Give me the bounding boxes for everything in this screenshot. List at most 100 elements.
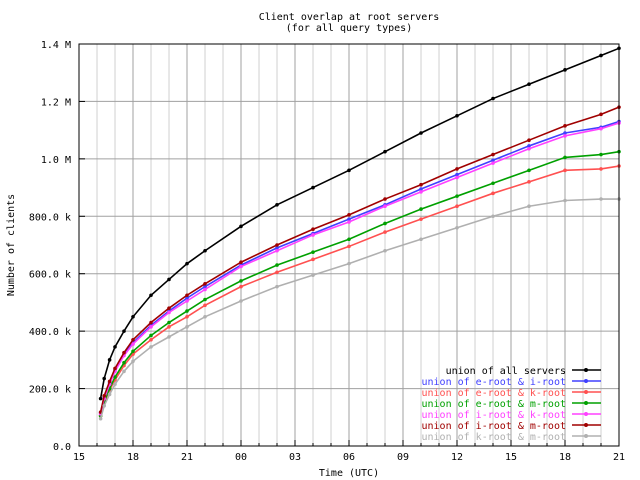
data-point bbox=[311, 250, 315, 254]
data-point bbox=[527, 82, 531, 86]
data-point bbox=[599, 197, 603, 201]
series-line-2 bbox=[99, 165, 620, 417]
data-point bbox=[113, 345, 117, 349]
data-point bbox=[311, 227, 315, 232]
data-point bbox=[149, 320, 153, 325]
legend-marker bbox=[584, 390, 588, 394]
data-point bbox=[491, 181, 495, 186]
data-point bbox=[107, 358, 112, 362]
data-point bbox=[122, 350, 126, 355]
data-point bbox=[455, 167, 459, 171]
data-point bbox=[185, 296, 189, 300]
data-point bbox=[275, 284, 279, 289]
data-point bbox=[383, 204, 387, 209]
legend-label: union of all servers bbox=[446, 366, 566, 377]
chart-subtitle: (for all query types) bbox=[286, 23, 412, 34]
data-point bbox=[122, 369, 126, 374]
data-point bbox=[527, 204, 531, 209]
data-point bbox=[185, 299, 189, 303]
data-point bbox=[203, 281, 207, 286]
data-point bbox=[185, 314, 189, 319]
data-point bbox=[455, 204, 459, 209]
data-point bbox=[383, 248, 387, 253]
data-point bbox=[131, 337, 135, 342]
data-point bbox=[185, 293, 189, 298]
data-point bbox=[599, 167, 603, 171]
data-point bbox=[455, 172, 459, 177]
y-tick-label: 600.0 k bbox=[29, 270, 71, 281]
data-point bbox=[275, 243, 279, 247]
data-point bbox=[347, 220, 351, 224]
data-point bbox=[275, 248, 279, 253]
x-tick-label: 18 bbox=[559, 452, 571, 463]
data-point bbox=[167, 325, 171, 329]
data-point bbox=[203, 248, 207, 253]
data-point bbox=[347, 168, 351, 173]
legend-marker bbox=[584, 423, 588, 427]
data-point bbox=[239, 224, 243, 229]
data-point bbox=[527, 180, 531, 184]
data-point bbox=[102, 404, 106, 408]
data-point bbox=[491, 191, 495, 196]
data-point bbox=[98, 416, 103, 421]
data-point bbox=[185, 325, 189, 329]
data-point bbox=[419, 187, 423, 191]
data-point bbox=[122, 360, 126, 365]
data-point bbox=[239, 264, 243, 269]
y-tick-label: 800.0 k bbox=[29, 212, 71, 223]
data-point bbox=[203, 303, 207, 308]
x-tick-label: 21 bbox=[613, 452, 625, 463]
data-point bbox=[383, 221, 387, 226]
data-point bbox=[419, 237, 423, 242]
data-point bbox=[419, 207, 423, 211]
data-point bbox=[113, 366, 117, 371]
data-point bbox=[311, 185, 315, 190]
series-line-5 bbox=[99, 106, 620, 413]
series-line-4 bbox=[99, 122, 620, 415]
data-point bbox=[149, 325, 153, 329]
data-point bbox=[185, 261, 189, 266]
data-point bbox=[107, 392, 112, 397]
data-point bbox=[149, 293, 153, 298]
y-tick-label: 400.0 k bbox=[29, 327, 71, 338]
data-point bbox=[275, 203, 279, 207]
x-tick-label: 21 bbox=[181, 452, 193, 463]
data-point bbox=[599, 53, 603, 58]
y-tick-label: 1.2 M bbox=[41, 97, 71, 108]
data-point bbox=[491, 158, 495, 163]
data-point bbox=[275, 246, 279, 250]
legend-label: union of e-root & m-root bbox=[422, 399, 567, 410]
data-point bbox=[419, 131, 423, 135]
data-point bbox=[239, 299, 243, 303]
data-point bbox=[455, 175, 459, 180]
legend-label: union of e-root & i-root bbox=[422, 377, 567, 388]
plot-border bbox=[78, 43, 620, 447]
data-point bbox=[122, 329, 126, 333]
data-point bbox=[203, 284, 207, 289]
data-point bbox=[383, 230, 387, 234]
x-tick-label: 06 bbox=[343, 452, 355, 463]
legend-marker bbox=[584, 401, 588, 405]
data-point bbox=[455, 113, 459, 118]
series-line-6 bbox=[99, 198, 619, 419]
y-tick-label: 1.0 M bbox=[41, 155, 71, 166]
data-point bbox=[167, 320, 171, 325]
x-tick-label: 00 bbox=[235, 452, 247, 463]
y-tick-label: 200.0 k bbox=[29, 385, 71, 396]
data-point bbox=[239, 284, 243, 289]
data-point bbox=[419, 217, 423, 221]
data-point bbox=[149, 337, 153, 342]
data-point bbox=[527, 144, 531, 148]
data-point bbox=[131, 342, 135, 346]
data-point bbox=[311, 233, 315, 237]
x-tick-label: 18 bbox=[127, 452, 139, 463]
data-point bbox=[563, 134, 567, 138]
data-point bbox=[113, 375, 117, 379]
series-group bbox=[98, 46, 621, 421]
data-point bbox=[383, 197, 387, 201]
legend-marker bbox=[584, 412, 588, 416]
data-point bbox=[491, 161, 495, 165]
data-point bbox=[102, 393, 106, 398]
x-tick-label: 15 bbox=[505, 452, 517, 463]
